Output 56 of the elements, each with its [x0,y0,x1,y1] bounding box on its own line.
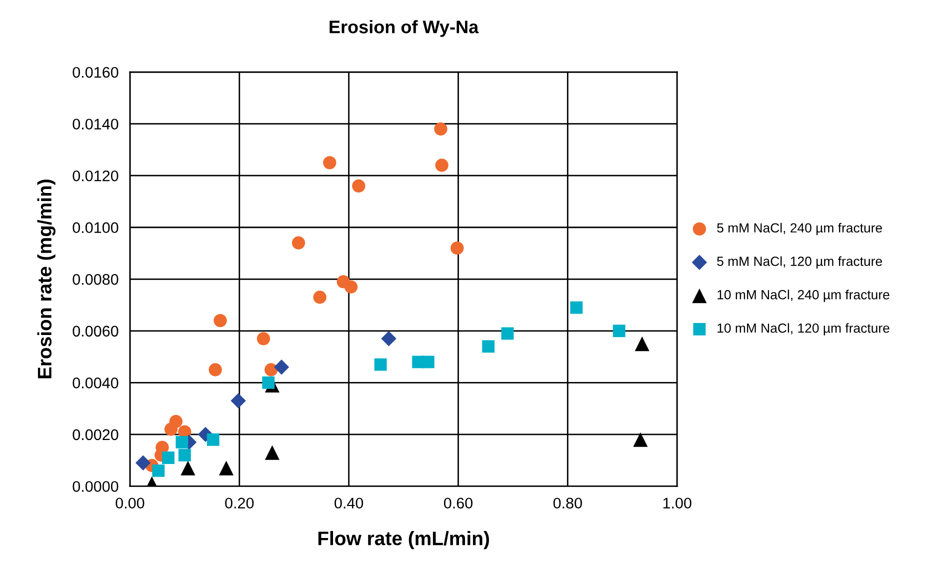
point [180,460,196,476]
point [264,363,278,376]
x-tick-label: 0.00 [116,498,144,509]
point [501,327,514,340]
x-tick-label: 1.00 [663,498,692,509]
point [206,433,220,446]
y-tick-label: 0.0160 [72,66,118,78]
point [178,448,191,462]
point [374,358,387,371]
legend-label: 10 mM NaCl, 120 µm fracture [718,323,890,336]
point [164,422,178,436]
point [450,241,464,255]
point [176,436,188,448]
y-axis-title: Erosion rate (mg/min) [37,180,56,378]
y-tick-label: 0.0060 [72,326,118,337]
point [152,464,165,477]
y-tick-label: 0.0040 [72,378,118,388]
point [292,236,306,250]
point [344,280,358,294]
y-tick-label: 0.0100 [72,222,118,234]
point [230,393,246,408]
y-tick-label: 0.0000 [72,481,118,492]
point [634,336,650,352]
x-axis-title: Flow rate (mL/min) [318,530,489,550]
point [352,179,366,193]
x-tick-label: 0.40 [334,498,364,509]
point [214,314,227,328]
point [264,445,280,460]
legend-label: 10 mM NaCl, 240 µm fracture [718,290,890,302]
x-tick-label: 0.60 [444,498,473,509]
point [434,122,448,136]
point [208,363,222,376]
point [162,452,174,464]
point [482,340,495,353]
point [218,460,234,476]
legend-label: 5 mM NaCl, 240 µm fracture [717,222,882,236]
x-tick-label: 0.80 [553,498,582,509]
point [435,158,448,172]
point [313,290,326,304]
point [323,156,336,170]
y-tick-label: 0.0140 [72,118,118,130]
y-tick-label: 0.0020 [72,429,118,440]
point [256,332,270,346]
point [262,376,275,389]
point [422,356,434,368]
y-tick-label: 0.0120 [72,170,118,182]
point [135,455,151,471]
x-tick-label: 0.20 [225,498,254,509]
point [612,324,626,338]
chart-title: Erosion of Wy-Na [330,20,479,37]
point [570,301,583,314]
legend-label: 5 mM NaCl, 120 µm fracture [717,256,882,269]
point [381,331,396,346]
point [633,432,648,447]
y-tick-label: 0.0080 [72,274,118,285]
point [274,360,290,375]
